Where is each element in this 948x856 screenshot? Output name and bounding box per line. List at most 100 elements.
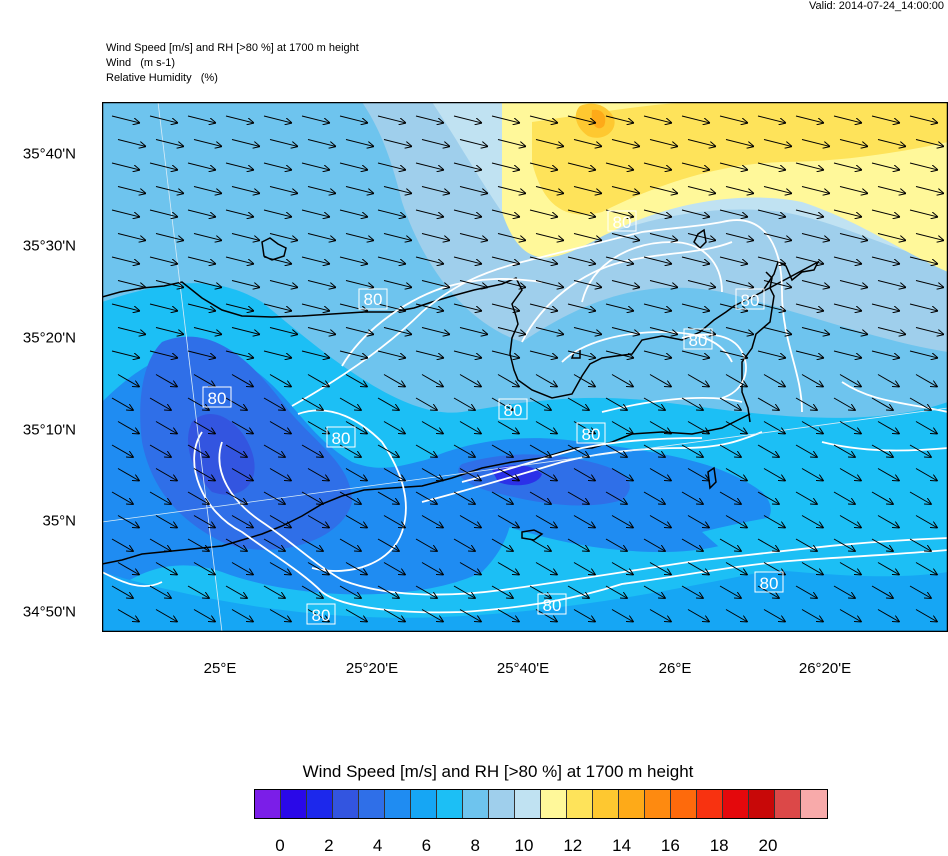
contour-label-text: 80 xyxy=(208,389,227,408)
wind-arrow xyxy=(795,162,823,170)
wind-arrow xyxy=(377,397,399,410)
wind-arrow xyxy=(611,327,639,335)
contour-label-text: 80 xyxy=(613,213,632,232)
colorbar-tick-label: 14 xyxy=(612,836,632,855)
wind-arrow xyxy=(339,256,367,264)
wind-arrow xyxy=(269,515,291,528)
wind-arrow xyxy=(453,303,481,311)
wind-arrow xyxy=(149,209,177,217)
wind-arrow xyxy=(833,115,861,123)
wind-arrow xyxy=(225,491,247,504)
wind-arrow xyxy=(339,303,367,311)
wind-arrow xyxy=(193,421,215,434)
wind-arrow xyxy=(225,256,253,264)
wind-arrow xyxy=(605,538,627,551)
wind-arrow xyxy=(497,562,519,575)
wind-arrow xyxy=(377,162,405,170)
wind-arrow xyxy=(149,538,171,551)
wind-arrow xyxy=(681,350,709,358)
wind-arrow xyxy=(345,139,373,147)
wind-arrow xyxy=(725,468,747,481)
wind-arrow xyxy=(719,397,741,410)
wind-arrow xyxy=(567,209,595,217)
colorbar-tick-label: 12 xyxy=(563,836,583,855)
wind-arrow xyxy=(725,139,753,147)
wind-arrow xyxy=(377,115,405,123)
wind-arrow xyxy=(117,562,139,575)
wind-arrow xyxy=(117,421,139,434)
wind-arrow xyxy=(149,256,177,264)
wind-arrow xyxy=(573,515,595,528)
colorbar-swatch xyxy=(567,790,593,818)
wind-arrow xyxy=(155,374,177,387)
wind-arrow xyxy=(301,303,329,311)
wind-arrow xyxy=(871,209,899,217)
colorbar-title: Wind Speed [m/s] and RH [>80 %] at 1700 … xyxy=(302,762,694,781)
wind-arrow xyxy=(687,562,709,575)
wind-vectors xyxy=(111,115,943,632)
wind-arrow xyxy=(611,515,633,528)
wind-arrow xyxy=(909,162,937,170)
wind-arrow xyxy=(225,162,253,170)
wind-arrow xyxy=(231,468,253,481)
wind-arrow xyxy=(307,139,335,147)
wind-arrow xyxy=(529,303,557,311)
wind-arrow xyxy=(643,303,671,311)
wind-arrow xyxy=(111,209,139,217)
wind-arrow xyxy=(307,186,335,194)
wind-arrow xyxy=(111,303,139,311)
wind-arrow xyxy=(795,303,823,311)
wind-arrow xyxy=(231,515,253,528)
wind-arrow xyxy=(649,186,677,194)
wind-arrow xyxy=(377,444,399,457)
wind-arrow xyxy=(459,327,487,335)
contour-label-text: 80 xyxy=(689,331,708,350)
wind-arrow xyxy=(187,350,215,358)
wind-arrow xyxy=(269,233,297,241)
wind-arrow xyxy=(193,139,221,147)
wind-arrow xyxy=(567,491,589,504)
wind-arrow xyxy=(605,585,627,598)
wind-arrow xyxy=(763,186,791,194)
wind-arrow xyxy=(187,397,209,410)
wind-arrow xyxy=(649,421,671,434)
wind-arrow xyxy=(111,162,139,170)
lon-label: 26°20'E xyxy=(798,660,852,677)
wind-arrow xyxy=(459,609,481,622)
wind-arrow xyxy=(877,186,905,194)
wind-arrow xyxy=(871,491,893,504)
contour-label-text: 80 xyxy=(582,425,601,444)
colorbar-swatch xyxy=(515,790,541,818)
wind-arrow xyxy=(725,327,753,335)
wind-arrow xyxy=(269,186,297,194)
wind-arrow xyxy=(117,515,139,528)
colorbar-swatch xyxy=(775,790,801,818)
wind-arrow xyxy=(345,280,373,288)
lon-label: 26°E xyxy=(658,660,692,677)
wind-arrow xyxy=(231,327,259,335)
wind-arrow xyxy=(117,233,145,241)
rh-field-label: Relative Humidity (%) xyxy=(106,72,218,84)
wind-arrow xyxy=(605,115,633,123)
wind-arrow xyxy=(497,515,519,528)
wind-arrow xyxy=(833,397,855,410)
wind-arrow xyxy=(117,280,145,288)
wind-arrow xyxy=(529,585,551,598)
colorbar-tick-label: 4 xyxy=(372,836,383,855)
wind-arrow xyxy=(877,233,905,241)
wind-arrow xyxy=(833,444,855,457)
wind-arrow xyxy=(225,115,253,123)
wind-arrow xyxy=(833,585,855,598)
wind-arrow xyxy=(757,491,779,504)
wind-arrow xyxy=(529,115,557,123)
wind-arrow xyxy=(339,162,367,170)
wind-arrow xyxy=(491,115,519,123)
wind-arrow xyxy=(421,515,443,528)
wind-arrow xyxy=(529,162,557,170)
wind-arrow xyxy=(649,562,671,575)
colorbar-swatch xyxy=(333,790,359,818)
wind-arrow xyxy=(719,209,747,217)
wind-arrow xyxy=(491,256,519,264)
wind-arrow xyxy=(719,162,747,170)
wind-arrow xyxy=(877,515,899,528)
